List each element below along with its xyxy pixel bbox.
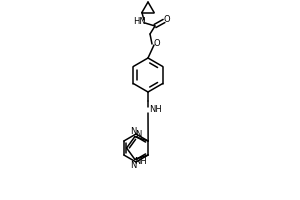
Text: N: N (130, 160, 136, 170)
Text: NH: NH (134, 157, 147, 166)
Text: NH: NH (149, 106, 162, 114)
Text: O: O (154, 40, 160, 48)
Text: HN: HN (134, 18, 146, 26)
Text: N: N (130, 128, 136, 136)
Text: N: N (136, 130, 142, 139)
Text: O: O (164, 16, 170, 24)
